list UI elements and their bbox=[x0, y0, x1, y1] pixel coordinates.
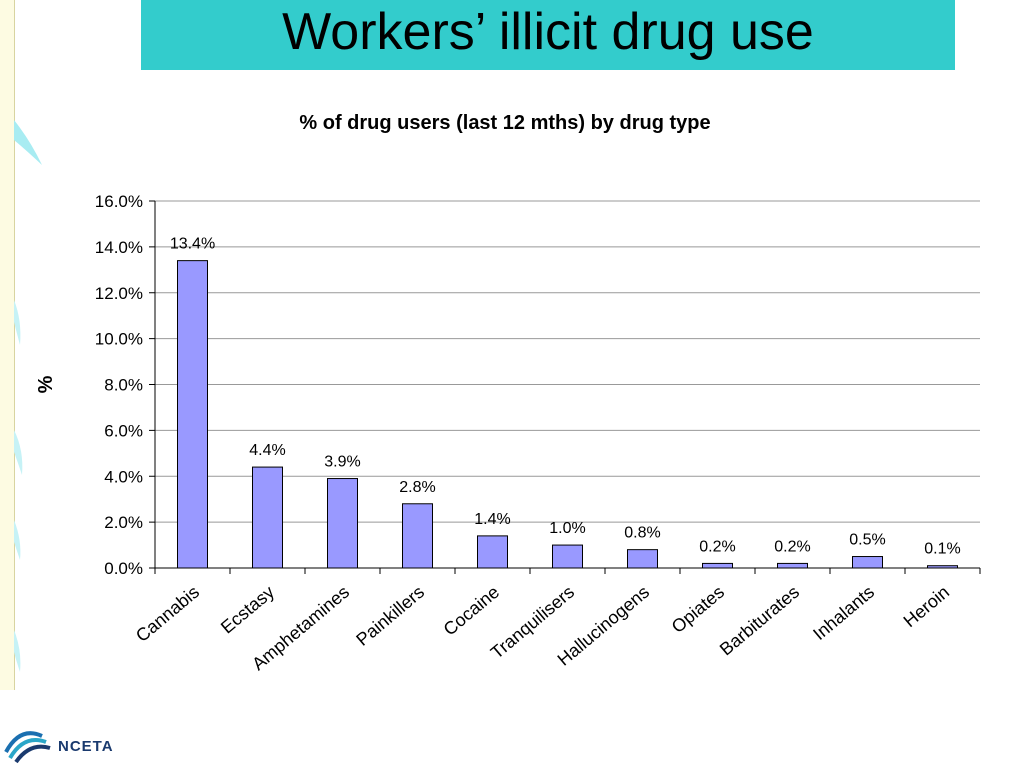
title-bar: Workers’ illicit drug use bbox=[141, 0, 955, 70]
bar bbox=[552, 544, 583, 569]
x-tick-label: Ecstasy bbox=[217, 582, 278, 638]
y-tick-label: 2.0% bbox=[104, 513, 143, 532]
chart-title: % of drug users (last 12 mths) by drug t… bbox=[299, 112, 711, 134]
x-tick-label: Cocaine bbox=[440, 582, 503, 640]
bar bbox=[177, 260, 208, 569]
bar bbox=[702, 562, 733, 569]
data-label: 0.2% bbox=[774, 538, 810, 555]
y-tick-label: 16.0% bbox=[95, 192, 143, 211]
slide-title: Workers’ illicit drug use bbox=[282, 3, 814, 61]
x-tick-label: Inhalants bbox=[809, 582, 878, 644]
bar bbox=[327, 478, 358, 569]
bar bbox=[402, 503, 433, 569]
data-label: 0.5% bbox=[849, 532, 885, 549]
y-tick-label: 8.0% bbox=[104, 376, 143, 395]
y-tick-label: 0.0% bbox=[104, 559, 143, 578]
data-label: 0.1% bbox=[924, 541, 960, 558]
bar bbox=[252, 466, 283, 569]
data-label: 3.9% bbox=[324, 454, 360, 471]
data-label: 13.4% bbox=[170, 236, 215, 253]
logo-text: NCETA bbox=[58, 738, 114, 755]
y-axis-label: % bbox=[35, 375, 57, 393]
y-tick-label: 10.0% bbox=[95, 330, 143, 349]
y-tick-label: 6.0% bbox=[104, 421, 143, 440]
data-label: 0.2% bbox=[699, 538, 735, 555]
data-label: 1.4% bbox=[474, 511, 510, 528]
decorative-wave-graphic bbox=[14, 120, 42, 672]
x-tick-label: Heroin bbox=[900, 582, 953, 631]
x-tick-label: Painkillers bbox=[352, 582, 428, 650]
data-label: 2.8% bbox=[399, 479, 435, 496]
data-label: 0.8% bbox=[624, 525, 660, 542]
bar bbox=[477, 535, 508, 569]
bar bbox=[777, 562, 808, 569]
x-tick-label: Opiates bbox=[668, 582, 728, 637]
bar bbox=[852, 556, 883, 569]
nceta-logo bbox=[4, 731, 51, 764]
left-stripe bbox=[0, 0, 15, 690]
data-label: 4.4% bbox=[249, 442, 285, 459]
y-tick-label: 4.0% bbox=[104, 467, 143, 486]
y-tick-label: 12.0% bbox=[95, 284, 143, 303]
data-label: 1.0% bbox=[549, 520, 585, 537]
x-tick-label: Cannabis bbox=[132, 582, 203, 646]
x-tick-label: Barbiturates bbox=[716, 582, 803, 660]
y-tick-label: 14.0% bbox=[95, 238, 143, 257]
bar bbox=[627, 549, 658, 569]
